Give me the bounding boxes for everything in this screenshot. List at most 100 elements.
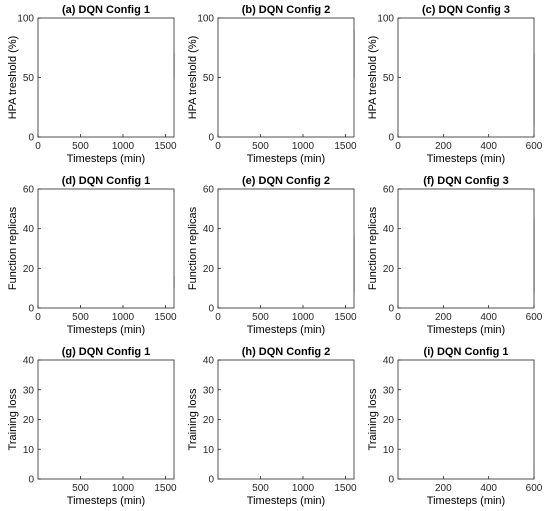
x-tick-label: 1000 <box>112 312 135 323</box>
y-tick-label: 0 <box>28 475 34 486</box>
x-tick-label: 0 <box>215 312 221 323</box>
y-tick-label: 0 <box>28 133 34 144</box>
x-axis-label: Timesteps (min) <box>67 324 145 336</box>
x-tick-label: 1000 <box>292 483 315 494</box>
x-tick-label: 1000 <box>292 312 315 323</box>
plot-frame <box>217 188 355 309</box>
x-tick-label: 200 <box>435 312 452 323</box>
y-tick-label: 20 <box>383 415 395 426</box>
plot-frame <box>37 188 175 309</box>
chart-panel-7: 500 1000 1500 0 10 20 30 40 (g) DQN Config 1 Time… <box>7 346 177 507</box>
x-axis-label: Timesteps (min) <box>67 495 145 507</box>
chart-title: (b) DQN Config 2 <box>242 4 331 16</box>
x-tick-label: 500 <box>72 312 89 323</box>
x-tick-label: 1000 <box>112 141 135 152</box>
x-tick-label: 1000 <box>112 483 135 494</box>
x-axis-label: Timesteps (min) <box>427 324 505 336</box>
x-axis-label: Timesteps (min) <box>427 153 505 165</box>
x-tick-label: 500 <box>252 312 269 323</box>
x-tick-label: 600 <box>526 141 543 152</box>
y-tick-label: 40 <box>383 356 395 367</box>
x-tick-label: 0 <box>215 141 221 152</box>
y-tick-label: 60 <box>203 185 215 196</box>
y-tick-label: 50 <box>383 73 395 84</box>
y-tick-label: 20 <box>23 415 35 426</box>
y-tick-label: 20 <box>203 264 215 275</box>
x-axis-label: Timesteps (min) <box>247 153 325 165</box>
y-axis-label: HPA treshold (%) <box>7 36 19 120</box>
x-tick-label: 500 <box>252 141 269 152</box>
y-tick-label: 0 <box>388 475 394 486</box>
y-tick-label: 0 <box>388 304 394 315</box>
y-tick-label: 100 <box>197 14 214 25</box>
y-tick-label: 40 <box>23 224 35 235</box>
chart-panel-5: 0 500 1000 1500 0 20 40 60 (e) DQN Config 2 Times… <box>187 175 357 336</box>
y-axis-label: Function replicas <box>187 206 199 290</box>
y-axis-label: Training loss <box>187 388 199 450</box>
x-axis-label: Timesteps (min) <box>427 495 505 507</box>
x-tick-label: 400 <box>480 312 497 323</box>
y-tick-label: 60 <box>383 185 395 196</box>
x-tick-label: 0 <box>35 141 41 152</box>
chart-panel-6: 0 200 400 600 0 20 40 60 (f) DQN Config 3 Timeste… <box>367 175 543 336</box>
plot-frame <box>397 359 535 480</box>
y-tick-label: 100 <box>377 14 394 25</box>
y-tick-label: 100 <box>17 14 34 25</box>
x-tick-label: 0 <box>395 312 401 323</box>
x-tick-label: 600 <box>526 483 543 494</box>
plot-frame <box>397 17 535 138</box>
y-tick-label: 0 <box>208 475 214 486</box>
y-axis-label: Training loss <box>7 388 19 450</box>
x-axis-label: Timesteps (min) <box>247 324 325 336</box>
y-tick-label: 40 <box>203 356 215 367</box>
y-tick-label: 30 <box>383 385 395 396</box>
chart-title: (d) DQN Config 1 <box>62 175 151 187</box>
chart-panel-3: 0 200 400 600 0 50 100 (c) DQN Config 3 Timestep… <box>367 4 543 165</box>
y-tick-label: 0 <box>28 304 34 315</box>
y-tick-label: 10 <box>23 445 35 456</box>
plot-frame <box>37 359 175 480</box>
x-tick-label: 1500 <box>334 141 357 152</box>
x-tick-label: 0 <box>35 312 41 323</box>
y-tick-label: 10 <box>383 445 395 456</box>
x-tick-label: 1500 <box>154 483 177 494</box>
y-axis-label: Training loss <box>367 388 379 450</box>
x-tick-label: 1500 <box>154 141 177 152</box>
y-tick-label: 10 <box>203 445 215 456</box>
x-tick-label: 600 <box>526 312 543 323</box>
plot-frame <box>397 188 535 309</box>
y-tick-label: 40 <box>383 224 395 235</box>
chart-panel-2: 0 500 1000 1500 0 50 100 (b) DQN Config 2 Timest… <box>187 4 357 165</box>
x-tick-label: 500 <box>72 141 89 152</box>
y-tick-label: 50 <box>203 73 215 84</box>
chart-title: (f) DQN Config 3 <box>423 175 509 187</box>
chart-title: (e) DQN Config 2 <box>242 175 330 187</box>
plot-frame <box>217 17 355 138</box>
chart-title: (a) DQN Config 1 <box>62 4 150 16</box>
y-tick-label: 40 <box>203 224 215 235</box>
x-tick-label: 400 <box>480 483 497 494</box>
x-tick-label: 1000 <box>292 141 315 152</box>
y-axis-label: HPA treshold (%) <box>187 36 199 120</box>
plot-frame <box>217 359 355 480</box>
y-tick-label: 0 <box>208 304 214 315</box>
y-tick-label: 20 <box>203 415 215 426</box>
y-axis-label: Function replicas <box>7 206 19 290</box>
chart-panel-1: 0 500 1000 1500 0 50 100 (a) DQN Config 1 Timest… <box>7 4 177 165</box>
chart-panel-9: 200 400 600 0 10 20 30 40 (i) DQN Config 1 Timest… <box>367 346 543 507</box>
y-tick-label: 60 <box>23 185 35 196</box>
chart-panel-8: 500 1000 1500 0 10 20 30 40 (h) DQN Config 2 Time… <box>187 346 357 507</box>
chart-title: (h) DQN Config 2 <box>242 346 331 358</box>
y-tick-label: 40 <box>23 356 35 367</box>
x-tick-label: 1500 <box>154 312 177 323</box>
y-axis-label: HPA treshold (%) <box>367 36 379 120</box>
y-tick-label: 20 <box>23 264 35 275</box>
x-axis-label: Timesteps (min) <box>67 153 145 165</box>
y-tick-label: 0 <box>388 133 394 144</box>
y-tick-label: 30 <box>23 385 35 396</box>
x-tick-label: 400 <box>480 141 497 152</box>
chart-title: (i) DQN Config 1 <box>424 346 509 358</box>
y-tick-label: 20 <box>383 264 395 275</box>
x-tick-label: 200 <box>435 141 452 152</box>
